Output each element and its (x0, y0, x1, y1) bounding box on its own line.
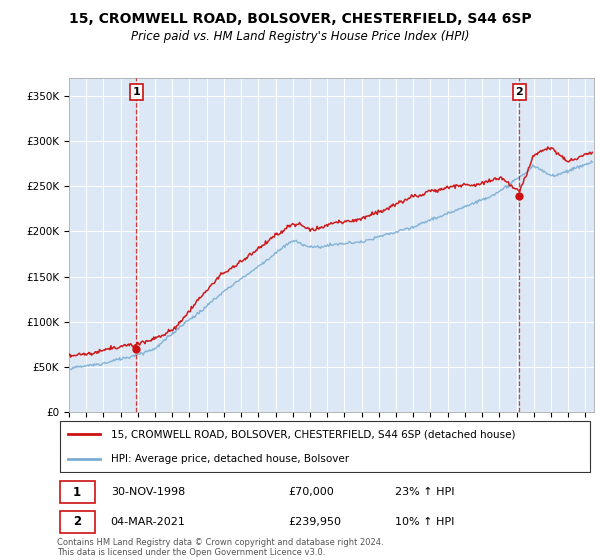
Text: £70,000: £70,000 (288, 487, 334, 497)
Text: 1: 1 (73, 486, 81, 499)
Text: 10% ↑ HPI: 10% ↑ HPI (395, 517, 455, 527)
FancyBboxPatch shape (59, 481, 95, 503)
FancyBboxPatch shape (59, 421, 590, 472)
Text: Price paid vs. HM Land Registry's House Price Index (HPI): Price paid vs. HM Land Registry's House … (131, 30, 469, 43)
Text: HPI: Average price, detached house, Bolsover: HPI: Average price, detached house, Bols… (111, 454, 349, 464)
Text: £239,950: £239,950 (288, 517, 341, 527)
Text: 23% ↑ HPI: 23% ↑ HPI (395, 487, 455, 497)
Text: 2: 2 (73, 515, 81, 528)
Text: 1: 1 (133, 87, 140, 97)
Text: 2: 2 (515, 87, 523, 97)
Text: 30-NOV-1998: 30-NOV-1998 (111, 487, 185, 497)
Text: Contains HM Land Registry data © Crown copyright and database right 2024.
This d: Contains HM Land Registry data © Crown c… (57, 538, 383, 557)
Text: 15, CROMWELL ROAD, BOLSOVER, CHESTERFIELD, S44 6SP: 15, CROMWELL ROAD, BOLSOVER, CHESTERFIEL… (68, 12, 532, 26)
FancyBboxPatch shape (59, 511, 95, 533)
Text: 04-MAR-2021: 04-MAR-2021 (111, 517, 185, 527)
Text: 15, CROMWELL ROAD, BOLSOVER, CHESTERFIELD, S44 6SP (detached house): 15, CROMWELL ROAD, BOLSOVER, CHESTERFIEL… (111, 430, 515, 440)
